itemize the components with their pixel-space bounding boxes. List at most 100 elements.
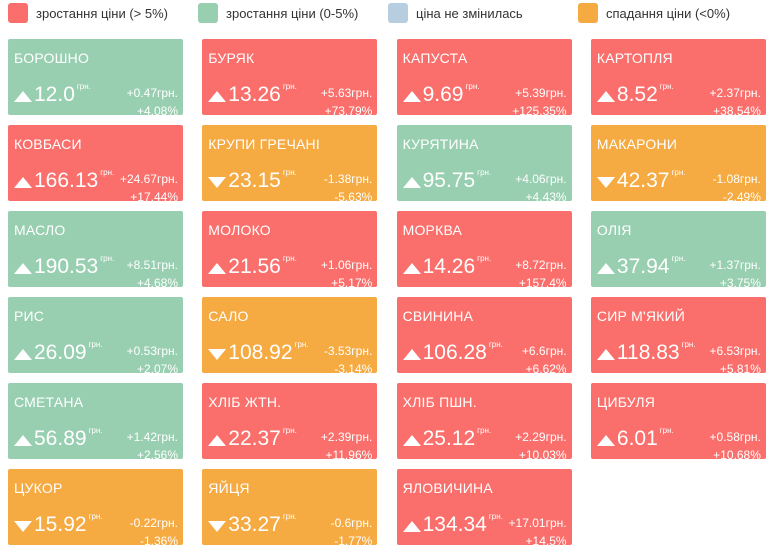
product-name: БУРЯК [208,50,255,66]
price: 118.83 грн. [616,340,696,365]
product-name: МАСЛО [14,222,66,238]
price-value: 56.89 [34,427,87,450]
change-percent: +3.75% [719,276,761,290]
price-unit: грн. [671,168,686,177]
price-tile: ХЛІБ ПШН. 25.12 грн. +2.29грн. +10.03% [396,383,572,462]
product-name: МАКАРОНИ [596,136,678,152]
price-unit: грн. [76,82,91,91]
change-amount: -3.53грн. [323,344,373,358]
price-value: 95.75 [422,169,476,192]
price-value: 166.13 [34,169,99,192]
trend-arrow [402,177,421,188]
change-amount: +5.39грн. [515,86,567,100]
price-value: 26.09 [34,341,87,364]
change-percent: +73.79% [324,104,373,118]
legend-item: ціна не змінилась [388,3,523,23]
change-percent: +5.17% [331,276,373,290]
trend-arrow [208,349,227,360]
price-value: 14.26 [422,255,476,278]
price-value: 37.94 [616,255,670,278]
product-name: МОЛОКО [208,222,271,238]
product-name: КРУПИ ГРЕЧАНІ [208,136,320,152]
price-tile: МОРКВА 14.26 грн. +8.72грн. +157.4% [396,211,572,290]
price-tile: СМЕТАНА 56.89 грн. +1.42грн. +2.56% [8,383,183,462]
change-amount: +0.58грн. [709,430,761,444]
change-percent: +38.54% [713,104,761,118]
change-percent: +14.5% [525,534,567,548]
arrow-shape [14,263,32,274]
change-percent: +4.68% [136,276,178,290]
arrow-shape [402,521,421,532]
price-value: 25.12 [422,427,476,450]
price-tile: БОРОШНО 12.0 грн. +0.47грн. +4.08% [8,39,183,118]
price: 15.92 грн. [34,512,103,537]
product-name: КАПУСТА [402,50,468,66]
price: 26.09 грн. [34,340,103,365]
price-value: 15.92 [34,513,87,536]
product-name: ХЛІБ ПШН. [402,394,477,410]
legend-swatch [388,3,408,23]
change-percent: +10.03% [518,448,567,462]
price-unit: грн. [282,168,297,177]
change-percent: -2.49% [722,190,761,204]
trend-arrow [402,521,421,532]
change-amount: +2.39грн. [320,430,373,444]
arrow-shape [596,349,615,360]
price-tile: БУРЯК 13.26 грн. +5.63грн. +73.79% [202,39,378,118]
product-name: КУРЯТИНА [402,136,479,152]
trend-arrow [596,263,615,274]
price: 22.37 грн. [228,426,297,451]
arrow-shape [596,263,615,274]
product-name: КОВБАСИ [14,136,82,152]
price: 95.75 грн. [422,168,492,193]
product-name: ЦУКОР [14,480,63,496]
price-unit: грн. [465,82,480,91]
price-tile: КОВБАСИ 166.13 грн. +24.67грн. +17.44% [8,125,183,204]
trend-arrow [14,435,32,446]
trend-arrow [208,435,227,446]
legend-label: ціна не змінилась [416,5,523,21]
arrow-shape [14,521,32,532]
price: 21.56 грн. [228,254,297,279]
price-value: 8.52 [616,83,658,106]
trend-arrow [596,435,615,446]
price: 33.27 грн. [228,512,297,537]
arrow-shape [208,521,227,532]
product-name: МОРКВА [402,222,463,238]
trend-arrow [402,263,421,274]
price-value: 42.37 [616,169,670,192]
price-tile: ЯЛОВИЧИНА 134.34 грн. +17.01грн. +14.5% [396,469,572,548]
product-name: РИС [14,308,45,324]
price: 190.53 грн. [34,254,114,279]
trend-arrow [402,91,421,102]
price-value: 118.83 [616,341,680,364]
arrow-shape [208,349,227,360]
arrow-shape [14,177,32,188]
price: 23.15 грн. [228,168,297,193]
price-value: 108.92 [228,341,293,364]
trend-arrow [402,435,421,446]
price-unit: грн. [477,426,492,435]
trend-arrow [208,177,227,188]
price: 134.34 грн. [422,512,503,537]
trend-arrow [14,91,32,102]
change-percent: +11.96% [325,448,373,462]
product-name: КАРТОПЛЯ [596,50,673,66]
product-name: СВИНИНА [402,308,474,324]
trend-arrow [596,177,615,188]
price-value: 13.26 [228,83,281,106]
arrow-shape [208,91,227,102]
price: 56.89 грн. [34,426,103,451]
arrow-shape [596,435,615,446]
change-amount: +6.53грн. [709,344,761,358]
change-amount: +6.6грн. [521,344,567,358]
price-tile: КРУПИ ГРЕЧАНІ 23.15 грн. -1.38грн. -5.63% [202,125,378,204]
price-value: 134.34 [422,513,487,536]
price-unit: грн. [88,512,103,521]
change-amount: +2.37грн. [709,86,761,100]
change-amount: +17.01грн. [508,516,567,530]
change-percent: +2.07% [136,362,178,376]
price-tile: МАСЛО 190.53 грн. +8.51грн. +4.68% [8,211,183,290]
product-name: СИР М'ЯКИЙ [596,308,686,324]
change-amount: +24.67грн. [119,172,178,186]
